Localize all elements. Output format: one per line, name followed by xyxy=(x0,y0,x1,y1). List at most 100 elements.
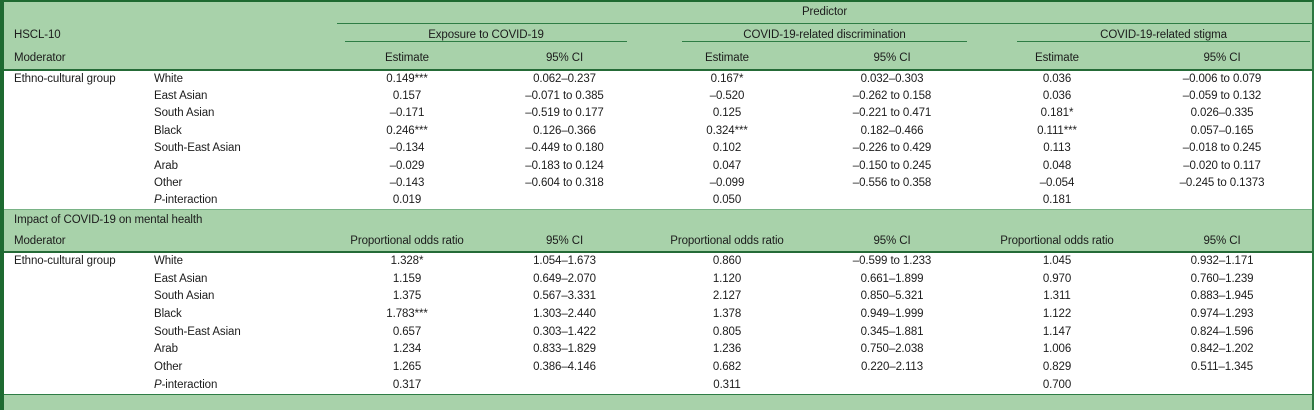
p-rest: -interaction xyxy=(161,378,218,391)
ethnic-group-label: White xyxy=(154,73,183,86)
table-row: South-East Asian –0.134 –0.449 to 0.180 … xyxy=(4,140,1312,157)
ci-cell: 0.386–4.146 xyxy=(533,361,596,374)
hscl-title: HSCL-10 xyxy=(4,23,337,47)
odds-ratio-cell: 1.328* xyxy=(390,255,424,268)
estimate-cell: –0.143 xyxy=(389,177,425,190)
moderator-group-label: Ethno-cultural group xyxy=(14,73,116,86)
odds-ratio-column-header: Proportional odds ratio xyxy=(652,231,802,254)
estimate-column-header: Estimate xyxy=(652,47,802,71)
spacer-cell xyxy=(4,341,154,359)
estimate-cell: 0.149*** xyxy=(386,73,428,86)
section-estimates: Ethno-cultural group White 0.149*** 0.06… xyxy=(4,70,1312,209)
spacer-cell xyxy=(4,105,154,122)
spacer-cell xyxy=(4,174,154,191)
table-row: South Asian –0.171 –0.519 to 0.177 0.125… xyxy=(4,105,1312,122)
p-interaction-label: P-interaction xyxy=(154,376,337,394)
ci-cell: 0.760–1.239 xyxy=(1190,272,1254,285)
odds-ratio-cell: 1.045 xyxy=(1042,255,1072,268)
p-italic: P xyxy=(154,378,162,391)
ethnic-group-label: East Asian xyxy=(154,90,208,103)
spacer-cell xyxy=(4,305,154,323)
estimate-cell: 0.113 xyxy=(1043,142,1071,155)
estimate-cell: 0.036 xyxy=(1042,73,1072,86)
table-row: Other –0.143 –0.604 to 0.318 –0.099 –0.5… xyxy=(4,174,1312,191)
ci-cell: 1.054–1.673 xyxy=(533,255,596,268)
ci-cell: 0.057–0.165 xyxy=(1190,124,1254,137)
table-header-band: Predictor HSCL-10 Exposure to COVID-19 C… xyxy=(4,2,1312,71)
estimate-cell: –0.171 xyxy=(389,107,425,120)
section2-header-band: Impact of COVID-19 on mental health Mode… xyxy=(4,208,1312,254)
ci-cell: –0.245 to 0.1373 xyxy=(1179,177,1265,190)
section-odds-ratios: Ethno-cultural group White 1.328* 1.054–… xyxy=(4,252,1312,394)
table-row: South-East Asian 0.657 0.303–1.422 0.805… xyxy=(4,323,1312,341)
p-value-cell: 0.050 xyxy=(712,194,742,207)
odds-ratio-cell: 0.657 xyxy=(392,325,422,338)
table-row: East Asian 1.159 0.649–2.070 1.120 0.661… xyxy=(4,270,1312,288)
estimate-cell: 0.102 xyxy=(712,142,742,155)
ci-cell: 0.126–0.366 xyxy=(533,124,596,137)
group-header-stigma-label: COVID-19-related stigma xyxy=(1017,29,1311,42)
ci-cell: 0.833–1.829 xyxy=(533,343,596,356)
estimate-cell: 0.167* xyxy=(710,73,744,86)
ethnic-group-label: Black xyxy=(154,124,182,137)
odds-ratio-cell: 1.234 xyxy=(392,343,422,356)
odds-ratio-column-header: Proportional odds ratio xyxy=(982,231,1132,254)
section2-title: Impact of COVID-19 on mental health xyxy=(4,208,1312,232)
group-header-exposure: Exposure to COVID-19 xyxy=(337,23,652,47)
ci-cell: –0.059 to 0.132 xyxy=(1182,90,1262,103)
table-row: East Asian 0.157 –0.071 to 0.385 –0.520 … xyxy=(4,87,1312,104)
odds-ratio-cell: 1.378 xyxy=(712,308,742,321)
p-interaction-row: P-interaction 0.019 0.050 0.181 xyxy=(4,192,1312,209)
odds-ratio-cell: 1.236 xyxy=(712,343,742,356)
estimate-cell: 0.157 xyxy=(392,90,422,103)
ci-cell: 0.062–0.237 xyxy=(533,73,596,86)
spacer-cell xyxy=(4,376,154,394)
ci-cell: –0.018 to 0.245 xyxy=(1182,142,1262,155)
group-header-exposure-label: Exposure to COVID-19 xyxy=(345,29,627,42)
estimate-cell: –0.099 xyxy=(709,177,745,190)
spacer-cell xyxy=(4,157,154,174)
table-row: South Asian 1.375 0.567–3.331 2.127 0.85… xyxy=(4,288,1312,306)
ci-cell: –0.071 to 0.385 xyxy=(525,90,604,103)
odds-ratio-cell: 0.860 xyxy=(712,255,742,268)
ci-cell: –0.519 to 0.177 xyxy=(525,107,604,120)
ci-cell: –0.150 to 0.245 xyxy=(852,159,932,172)
estimate-cell: –0.520 xyxy=(709,90,745,103)
section2-column-header-row: Moderator Proportional odds ratio 95% CI… xyxy=(4,231,1312,254)
estimate-column-header: Estimate xyxy=(982,47,1132,71)
ci-cell: –0.599 to 1.233 xyxy=(852,255,932,268)
group-header-row: HSCL-10 Exposure to COVID-19 COVID-19-re… xyxy=(4,23,1312,47)
ethnic-group-label: South Asian xyxy=(154,107,215,120)
ci-cell: 0.511–1.345 xyxy=(1191,361,1254,374)
estimate-cell: 0.246*** xyxy=(386,124,428,137)
ethnic-group-label: Other xyxy=(154,177,183,190)
statistics-table: Predictor HSCL-10 Exposure to COVID-19 C… xyxy=(4,2,1312,394)
ci-cell: 0.220–2.113 xyxy=(861,361,923,374)
ci-cell-empty xyxy=(477,192,652,209)
ci-cell: 1.303–2.440 xyxy=(533,308,596,321)
ethnic-group-label: South-East Asian xyxy=(154,325,241,338)
ci-cell: 0.345–1.881 xyxy=(860,325,924,338)
moderator-header: Moderator xyxy=(4,47,337,71)
table-row: Ethno-cultural group White 1.328* 1.054–… xyxy=(4,252,1312,270)
ci-cell: –0.020 to 0.117 xyxy=(1183,159,1261,172)
odds-ratio-cell: 2.127 xyxy=(712,290,742,303)
odds-ratio-cell: 1.122 xyxy=(1042,308,1072,321)
ci-cell: 0.824–1.596 xyxy=(1190,325,1254,338)
ci-column-header: 95% CI xyxy=(477,231,652,254)
ci-cell: 0.949–1.999 xyxy=(860,308,924,321)
moderator-header: Moderator xyxy=(4,231,337,254)
ci-cell: –0.221 to 0.471 xyxy=(852,107,932,120)
ethnic-group-label: Arab xyxy=(154,343,178,356)
ci-cell: 0.932–1.171 xyxy=(1190,255,1254,268)
estimate-cell: 0.125 xyxy=(712,107,742,120)
spacer-cell xyxy=(4,122,154,139)
p-value-cell: 0.700 xyxy=(1042,378,1072,391)
odds-ratio-cell: 0.805 xyxy=(712,325,742,338)
ci-cell: 0.303–1.422 xyxy=(533,325,596,338)
odds-ratio-cell: 1.120 xyxy=(712,272,742,285)
spacer-cell xyxy=(4,288,154,306)
ci-cell: 0.661–1.899 xyxy=(860,272,924,285)
spacer-cell xyxy=(4,323,154,341)
p-value-cell: 0.317 xyxy=(392,378,422,391)
